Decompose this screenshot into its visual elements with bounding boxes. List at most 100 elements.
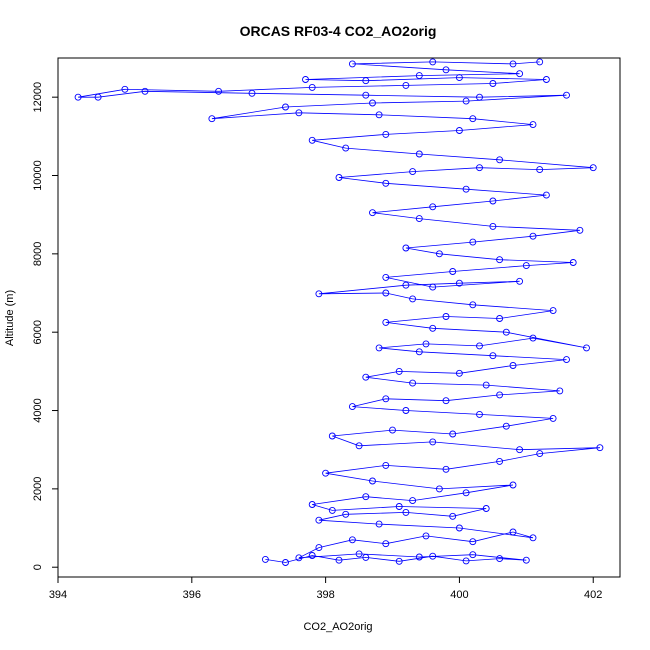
data-point <box>476 410 483 418</box>
x-tick-label: 394 <box>49 589 67 601</box>
data-point <box>509 362 517 369</box>
data-point <box>482 505 490 512</box>
data-point <box>502 328 510 336</box>
data-point <box>308 136 316 144</box>
y-axis-label: Altitude (m) <box>4 290 16 346</box>
data-point <box>429 438 437 446</box>
data-point <box>449 512 457 520</box>
data-point <box>542 191 550 199</box>
x-tick-label: 398 <box>316 589 334 601</box>
data-point <box>429 324 437 332</box>
data-point <box>402 244 410 252</box>
data-point <box>415 150 423 158</box>
y-tick-label: 4000 <box>32 398 44 422</box>
data-point <box>536 450 544 458</box>
data-point <box>348 403 356 411</box>
data-point <box>362 553 370 561</box>
data-point <box>429 552 437 560</box>
data-point <box>415 72 423 80</box>
data-point <box>476 164 483 172</box>
data-point <box>449 268 457 275</box>
data-point <box>536 58 544 66</box>
data-point <box>342 144 350 152</box>
data-point <box>549 414 557 422</box>
data-point <box>435 250 443 258</box>
data-point <box>362 493 370 501</box>
data-point <box>422 340 430 348</box>
chart-title: ORCAS RF03-4 CO2_AO2orig <box>240 23 437 39</box>
data-point <box>596 444 604 452</box>
data-point <box>469 551 477 559</box>
data-point <box>409 295 417 303</box>
data-point <box>429 283 437 291</box>
data-point <box>302 76 309 83</box>
data-point <box>476 342 483 350</box>
data-point <box>362 77 370 85</box>
data-point <box>389 426 396 434</box>
data-point <box>402 81 410 89</box>
data-point <box>382 179 390 187</box>
data-point <box>355 550 363 558</box>
data-point <box>469 538 477 546</box>
data-point <box>315 516 323 524</box>
data-point <box>522 262 530 270</box>
data-point <box>496 256 504 264</box>
data-point <box>496 156 504 164</box>
data-point <box>482 381 490 389</box>
data-point <box>509 481 517 489</box>
data-point <box>576 226 584 234</box>
data-point <box>449 430 457 438</box>
data-point <box>382 540 390 548</box>
data-point <box>315 544 323 552</box>
data-point <box>395 557 403 565</box>
data-point <box>74 93 82 101</box>
data-point <box>382 461 390 469</box>
data-point <box>395 367 403 375</box>
data-point <box>496 391 504 399</box>
data-point <box>429 203 437 211</box>
data-point <box>362 373 370 381</box>
y-axis: 0 2000 4000 6000 8000 10000 12000 <box>32 82 59 570</box>
data-point <box>369 99 376 107</box>
data-point <box>308 83 316 91</box>
data-point <box>549 307 557 315</box>
data-point <box>409 168 417 176</box>
data-point <box>409 497 417 505</box>
data-point <box>442 397 450 405</box>
data-point <box>529 534 537 542</box>
data-point <box>415 348 423 356</box>
data-point <box>335 174 343 181</box>
data-point <box>295 554 303 562</box>
data-point <box>335 556 343 564</box>
data-point <box>94 93 102 101</box>
x-tick-label: 402 <box>584 589 602 601</box>
y-tick-label: 6000 <box>32 320 44 344</box>
data-point <box>141 87 149 95</box>
data-point <box>362 91 370 99</box>
data-point <box>489 222 497 230</box>
data-point <box>569 259 577 266</box>
data-point <box>516 70 524 78</box>
data-point <box>489 352 497 360</box>
data-point <box>409 379 417 387</box>
data-point <box>402 407 410 414</box>
data-point <box>469 238 477 246</box>
data-point <box>462 557 470 565</box>
series-line <box>78 61 600 563</box>
data-point <box>529 121 537 129</box>
data-point <box>282 103 289 111</box>
data-point <box>429 58 437 66</box>
data-point <box>382 289 390 297</box>
data-point <box>315 290 323 298</box>
data-point <box>422 532 430 540</box>
data-point <box>369 477 376 485</box>
data-point <box>382 395 390 403</box>
data-point <box>395 503 403 510</box>
data-point <box>375 520 383 528</box>
data-point <box>342 510 350 518</box>
data-point <box>583 344 590 352</box>
data-point <box>455 127 463 134</box>
data-point <box>295 109 303 117</box>
data-point <box>536 166 544 174</box>
x-axis-label: CO2_AO2orig <box>303 621 372 633</box>
